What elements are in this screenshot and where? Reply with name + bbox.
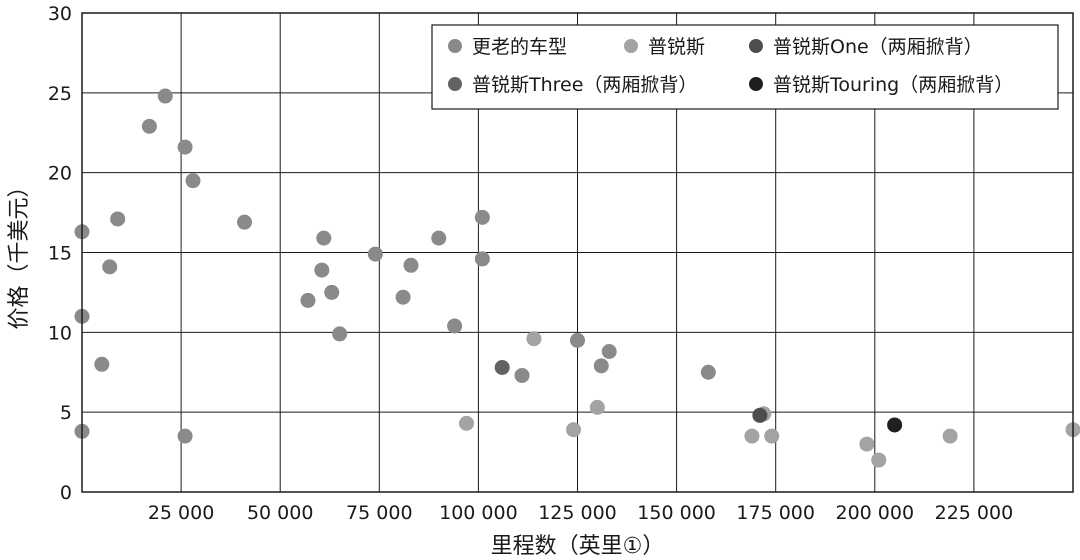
data-point-series-0 xyxy=(141,118,157,134)
legend-marker-prius xyxy=(624,39,638,53)
legend-marker-prius-three xyxy=(448,77,462,91)
data-point-series-0 xyxy=(367,246,383,262)
data-point-series-1 xyxy=(566,422,582,438)
x-tick-label: 200 000 xyxy=(836,502,915,524)
data-point-series-0 xyxy=(431,230,447,246)
data-points xyxy=(74,88,1080,468)
data-point-series-0 xyxy=(593,358,609,374)
data-point-series-0 xyxy=(177,139,193,155)
data-point-series-0 xyxy=(570,332,585,348)
y-tick-label: 0 xyxy=(60,482,72,504)
data-point-series-4 xyxy=(887,417,903,433)
data-point-series-1 xyxy=(764,428,780,444)
data-point-series-0 xyxy=(324,284,340,300)
data-point-series-0 xyxy=(601,343,617,359)
y-tick-label: 10 xyxy=(48,322,72,344)
x-tick-label: 150 000 xyxy=(637,502,716,524)
x-tick-label: 125 000 xyxy=(538,502,617,524)
x-tick-label: 225 000 xyxy=(935,502,1014,524)
y-tick-label: 5 xyxy=(60,402,72,424)
data-point-series-1 xyxy=(744,428,760,444)
data-point-series-0 xyxy=(316,230,332,246)
data-point-series-0 xyxy=(177,428,193,444)
data-point-series-0 xyxy=(300,292,316,308)
data-point-series-1 xyxy=(942,428,958,444)
data-point-series-0 xyxy=(474,251,490,267)
data-point-series-0 xyxy=(332,326,348,342)
legend-label-older-models: 更老的车型 xyxy=(472,36,567,58)
data-point-series-1 xyxy=(859,436,875,452)
x-axis-title: 里程数（英里①） xyxy=(491,534,665,559)
x-tick-label: 75 000 xyxy=(346,502,412,524)
data-point-series-0 xyxy=(185,173,201,189)
x-tick-label: 50 000 xyxy=(247,502,313,524)
data-point-series-0 xyxy=(474,209,490,225)
legend-marker-older-models xyxy=(448,39,462,53)
plot-frame xyxy=(81,12,1074,493)
x-tick-label: 25 000 xyxy=(148,502,214,524)
data-point-series-0 xyxy=(94,356,110,372)
data-point-series-0 xyxy=(314,262,330,278)
data-point-series-0 xyxy=(157,88,173,104)
y-axis-title: 价格（千美元） xyxy=(7,175,32,329)
legend-label-prius-one: 普锐斯One（两厢掀背） xyxy=(773,36,983,58)
data-point-series-0 xyxy=(403,257,419,273)
data-point-series-0 xyxy=(102,259,118,275)
legend-label-prius: 普锐斯 xyxy=(648,36,705,58)
data-point-series-2 xyxy=(752,407,768,423)
legend-label-prius-three: 普锐斯Three（两厢掀背） xyxy=(472,74,697,96)
y-tick-label: 30 xyxy=(48,3,72,25)
data-point-series-0 xyxy=(514,367,530,383)
data-point-series-1 xyxy=(526,331,542,347)
data-point-series-0 xyxy=(110,211,126,227)
x-tick-label: 175 000 xyxy=(736,502,815,524)
data-point-series-1 xyxy=(871,452,887,468)
data-point-series-0 xyxy=(237,214,253,230)
data-point-series-1 xyxy=(589,399,605,415)
legend-marker-prius-touring xyxy=(749,77,763,91)
data-point-series-0 xyxy=(395,289,411,305)
legend-box xyxy=(431,24,1059,110)
axis-ticks: 25 000 50 000 75 000 100 000 125 000 150 000 1… xyxy=(48,3,1013,524)
legend-label-prius-touring: 普锐斯Touring（两厢掀背） xyxy=(773,74,1013,96)
y-tick-label: 20 xyxy=(48,163,72,185)
data-point-series-0 xyxy=(700,364,716,380)
data-point-series-0 xyxy=(447,318,463,334)
data-point-series-1 xyxy=(459,415,475,431)
legend-marker-prius-one xyxy=(749,39,763,53)
data-point-series-3 xyxy=(494,359,510,375)
legend: 更老的车型 普锐斯 普锐斯One（两厢掀背） 普锐斯Three（两厢掀背） 普锐… xyxy=(431,24,1059,110)
y-tick-label: 25 xyxy=(48,83,72,105)
x-tick-label: 100 000 xyxy=(439,502,518,524)
y-tick-label: 15 xyxy=(48,243,72,265)
